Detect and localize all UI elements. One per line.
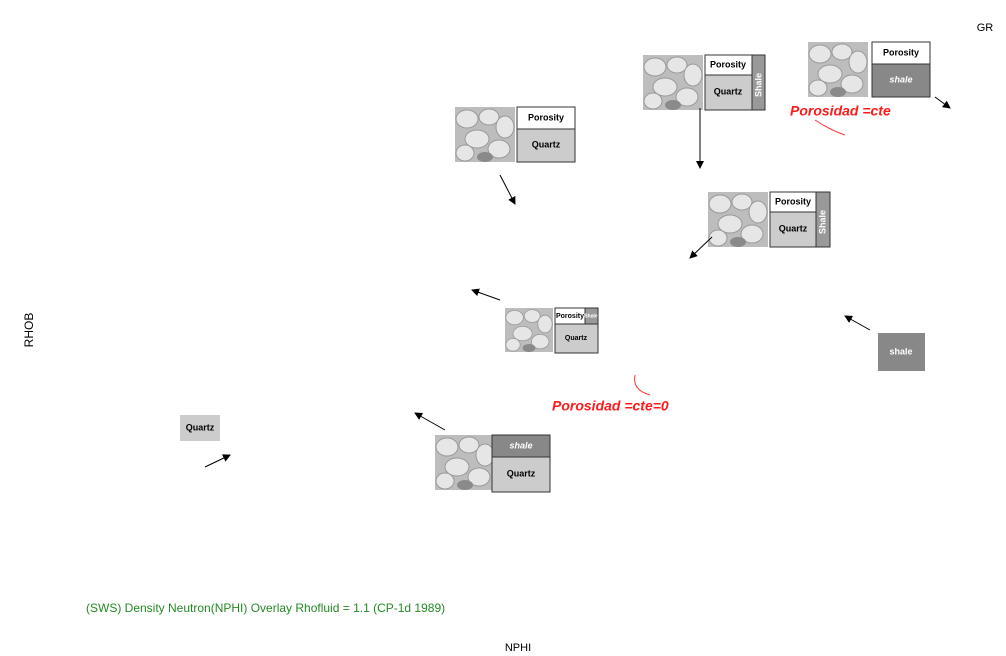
inset: shale bbox=[878, 333, 925, 371]
inset-text: Porosity bbox=[775, 196, 811, 206]
inset: shale Quartz bbox=[434, 434, 551, 493]
insets: Porosity Quartz Porosity Quartz Shale Po… bbox=[180, 41, 931, 493]
colorbar-title: GR bbox=[977, 22, 994, 34]
inset-text: Quartz bbox=[565, 335, 588, 342]
inset-text: shale bbox=[889, 346, 912, 356]
inset: Porosity Quartz bbox=[454, 106, 576, 163]
annotation: Porosidad =cte=0 bbox=[552, 398, 669, 414]
inset-text: Quartz bbox=[507, 468, 536, 478]
inset-text: Porosity bbox=[528, 112, 564, 122]
annotation: Porosidad =cte bbox=[790, 103, 891, 119]
arrows bbox=[204, 96, 951, 468]
arrow bbox=[499, 174, 516, 205]
inset-text: Porosity bbox=[556, 313, 584, 320]
inset-text: Quartz bbox=[714, 86, 743, 96]
inset: Porosity Quartz Shale bbox=[642, 54, 766, 111]
inset: Porosity shale bbox=[807, 41, 931, 98]
inset: Quartz bbox=[180, 415, 220, 441]
annotation-leader bbox=[814, 119, 846, 136]
inset-text: Porosity bbox=[710, 59, 746, 69]
arrow bbox=[844, 315, 871, 331]
y-axis-label: RHOB bbox=[22, 313, 36, 348]
arrow bbox=[414, 412, 446, 431]
inset-text: Shale bbox=[584, 313, 598, 319]
arrow bbox=[934, 96, 951, 109]
inset-text: Shale bbox=[753, 73, 763, 97]
inset-text: shale bbox=[509, 440, 532, 450]
annotation-leader bbox=[634, 374, 651, 396]
inset-text: Quartz bbox=[779, 223, 808, 233]
inset: Porosity Quartz Shale bbox=[707, 191, 831, 248]
inset: Porosity Shale Quartz bbox=[504, 307, 599, 354]
inset-text: Porosity bbox=[883, 47, 919, 57]
arrow bbox=[471, 288, 501, 301]
footer: (SWS) Density Neutron(NPHI) Overlay Rhof… bbox=[86, 601, 445, 615]
arrow bbox=[204, 454, 231, 468]
inset-text: Shale bbox=[817, 210, 827, 234]
inset-text: Quartz bbox=[186, 422, 215, 432]
inset-text: Quartz bbox=[532, 139, 561, 149]
arrow bbox=[689, 236, 713, 259]
x-axis-label: NPHI bbox=[505, 642, 531, 654]
inset-text: shale bbox=[889, 74, 912, 84]
